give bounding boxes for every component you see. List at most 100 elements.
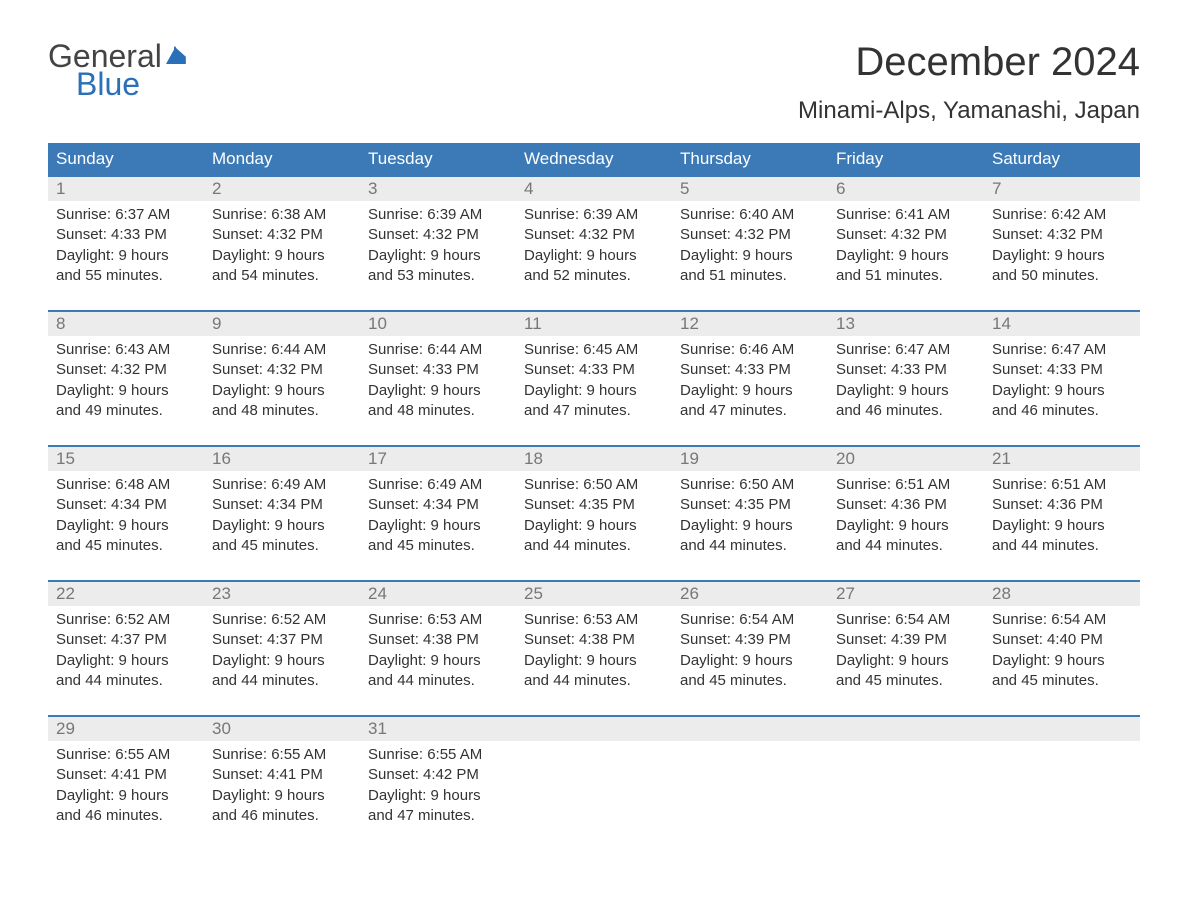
daylight-minutes: 46 minutes. (241, 807, 319, 824)
sunset-label: Sunset: (368, 496, 419, 513)
week-row: 15161718192021Sunrise: 6:48 AMSunset: 4:… (48, 445, 1140, 566)
sunset-value: 4:34 PM (111, 496, 167, 513)
daylight-hours: 9 hours (431, 652, 481, 669)
sunset-label: Sunset: (56, 226, 107, 243)
sunset-line: Sunset: 4:32 PM (992, 225, 1132, 245)
daylight-and: and (524, 672, 549, 689)
daylight-minutes: 45 minutes. (709, 672, 787, 689)
daylight-line2: and 44 minutes. (992, 536, 1132, 556)
sunrise-label: Sunrise: (368, 341, 423, 358)
sunrise-line: Sunrise: 6:54 AM (992, 610, 1132, 630)
daylight-line1: Daylight: 9 hours (524, 246, 664, 266)
day-number: 5 (672, 177, 828, 201)
daylight-hours: 9 hours (1055, 517, 1105, 534)
weeks-container: 1234567Sunrise: 6:37 AMSunset: 4:33 PMDa… (48, 175, 1140, 836)
daylight-label: Daylight: (56, 247, 114, 264)
sunrise-label: Sunrise: (836, 611, 891, 628)
daylight-minutes: 44 minutes. (553, 672, 631, 689)
day-cell: Sunrise: 6:54 AMSunset: 4:39 PMDaylight:… (828, 606, 984, 701)
daylight-line2: and 44 minutes. (680, 536, 820, 556)
sunrise-line: Sunrise: 6:50 AM (524, 475, 664, 495)
daylight-minutes: 50 minutes. (1021, 267, 1099, 284)
sunset-value: 4:32 PM (267, 226, 323, 243)
sunrise-line: Sunrise: 6:54 AM (680, 610, 820, 630)
day-number: 28 (984, 582, 1140, 606)
sunrise-value: 6:54 AM (895, 611, 950, 628)
daylight-line2: and 47 minutes. (368, 806, 508, 826)
sunrise-label: Sunrise: (212, 341, 267, 358)
sunrise-value: 6:49 AM (427, 476, 482, 493)
sunset-value: 4:32 PM (579, 226, 635, 243)
sunset-label: Sunset: (524, 361, 575, 378)
day-cell: Sunrise: 6:44 AMSunset: 4:32 PMDaylight:… (204, 336, 360, 431)
daylight-minutes: 44 minutes. (553, 537, 631, 554)
sunrise-label: Sunrise: (56, 476, 111, 493)
day-cell: Sunrise: 6:41 AMSunset: 4:32 PMDaylight:… (828, 201, 984, 296)
daylight-minutes: 47 minutes. (709, 402, 787, 419)
daylight-line1: Daylight: 9 hours (836, 381, 976, 401)
sunrise-value: 6:50 AM (739, 476, 794, 493)
daylight-minutes: 51 minutes. (865, 267, 943, 284)
sunset-line: Sunset: 4:33 PM (524, 360, 664, 380)
sunrise-value: 6:51 AM (895, 476, 950, 493)
daylight-line2: and 46 minutes. (992, 401, 1132, 421)
daylight-label: Daylight: (836, 517, 894, 534)
sunset-line: Sunset: 4:33 PM (992, 360, 1132, 380)
sunrise-label: Sunrise: (992, 206, 1047, 223)
daylight-line1: Daylight: 9 hours (212, 786, 352, 806)
sunset-value: 4:33 PM (579, 361, 635, 378)
day-cell (516, 741, 672, 836)
sunset-value: 4:41 PM (111, 766, 167, 783)
dow-thursday: Thursday (672, 143, 828, 175)
daynum-row: 22232425262728 (48, 582, 1140, 606)
daylight-line2: and 44 minutes. (524, 671, 664, 691)
daylight-line2: and 52 minutes. (524, 266, 664, 286)
daylight-label: Daylight: (992, 517, 1050, 534)
sunrise-value: 6:40 AM (739, 206, 794, 223)
sunset-value: 4:36 PM (891, 496, 947, 513)
sunrise-value: 6:44 AM (427, 341, 482, 358)
day-cell (672, 741, 828, 836)
sunset-value: 4:33 PM (891, 361, 947, 378)
daylight-line2: and 44 minutes. (212, 671, 352, 691)
daylight-hours: 9 hours (743, 382, 793, 399)
sunrise-value: 6:47 AM (895, 341, 950, 358)
daynum-row: 891011121314 (48, 312, 1140, 336)
title-block: December 2024 Minami-Alps, Yamanashi, Ja… (798, 40, 1140, 125)
brand-text: General Blue (48, 40, 186, 101)
location-subtitle: Minami-Alps, Yamanashi, Japan (798, 97, 1140, 125)
day-number: 4 (516, 177, 672, 201)
dow-monday: Monday (204, 143, 360, 175)
sunset-value: 4:33 PM (1047, 361, 1103, 378)
sunset-line: Sunset: 4:35 PM (524, 495, 664, 515)
sunrise-value: 6:55 AM (271, 746, 326, 763)
daylight-label: Daylight: (212, 247, 270, 264)
daylight-hours: 9 hours (119, 247, 169, 264)
daylight-line2: and 48 minutes. (368, 401, 508, 421)
sunset-line: Sunset: 4:36 PM (992, 495, 1132, 515)
dow-sunday: Sunday (48, 143, 204, 175)
sunset-label: Sunset: (992, 631, 1043, 648)
daylight-line2: and 44 minutes. (56, 671, 196, 691)
daylight-label: Daylight: (56, 787, 114, 804)
sunset-line: Sunset: 4:34 PM (368, 495, 508, 515)
daylight-line1: Daylight: 9 hours (56, 651, 196, 671)
day-number: 21 (984, 447, 1140, 471)
sunrise-label: Sunrise: (56, 611, 111, 628)
sunrise-value: 6:37 AM (115, 206, 170, 223)
sunrise-value: 6:53 AM (427, 611, 482, 628)
calendar: Sunday Monday Tuesday Wednesday Thursday… (48, 143, 1140, 836)
sunset-value: 4:32 PM (111, 361, 167, 378)
daylight-hours: 9 hours (119, 517, 169, 534)
sunset-label: Sunset: (680, 361, 731, 378)
daylight-line2: and 46 minutes. (836, 401, 976, 421)
daylight-and: and (680, 537, 705, 554)
sunrise-label: Sunrise: (992, 476, 1047, 493)
daylight-line1: Daylight: 9 hours (212, 246, 352, 266)
sunrise-label: Sunrise: (368, 206, 423, 223)
daylight-hours: 9 hours (275, 247, 325, 264)
sunrise-label: Sunrise: (368, 476, 423, 493)
sunrise-line: Sunrise: 6:38 AM (212, 205, 352, 225)
daylight-line1: Daylight: 9 hours (56, 516, 196, 536)
daylight-minutes: 45 minutes. (85, 537, 163, 554)
